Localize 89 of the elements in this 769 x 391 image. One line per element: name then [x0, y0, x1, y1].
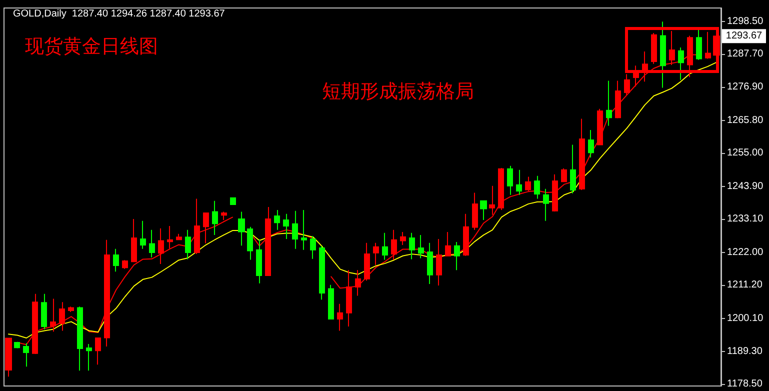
- candlestick: [14, 341, 20, 349]
- candlestick: [507, 165, 513, 196]
- candlestick: [194, 198, 200, 255]
- candlestick: [319, 245, 325, 300]
- candlestick: [454, 241, 460, 271]
- y-tick-label: 1276.90: [727, 81, 764, 92]
- candlestick: [86, 344, 92, 372]
- candlestick: [472, 192, 478, 230]
- candlestick: [678, 47, 684, 80]
- y-tick-label: 1222.00: [727, 247, 764, 258]
- candlestick: [95, 337, 101, 366]
- candlestick: [525, 176, 531, 192]
- candlestick: [230, 197, 236, 206]
- y-tick-label: 1233.10: [727, 214, 764, 225]
- candlestick: [651, 32, 657, 64]
- candlestick: [427, 242, 433, 284]
- candlestick: [391, 229, 397, 260]
- candlestick: [265, 206, 271, 276]
- candlestick: [660, 21, 666, 88]
- candlestick: [158, 228, 164, 265]
- y-tick-label: 1287.70: [727, 48, 764, 60]
- y-tick-label: 1189.30: [727, 346, 763, 357]
- candlestick: [498, 168, 504, 210]
- candlestick: [23, 342, 29, 368]
- y-tick-label: 1211.20: [727, 280, 763, 291]
- candlestick: [122, 260, 128, 270]
- candlestick: [221, 211, 227, 220]
- candlestick: [597, 108, 603, 146]
- annotation: 短期形成振荡格局: [322, 80, 474, 102]
- candlestick: [436, 238, 442, 286]
- candlestick: [418, 234, 424, 259]
- candlestick: [167, 225, 173, 249]
- candlestick: [113, 248, 119, 272]
- candlestick: [247, 226, 253, 260]
- candlestick: [382, 232, 388, 260]
- candlestick: [140, 220, 146, 250]
- candlestick: [373, 242, 379, 266]
- candlestick: [176, 233, 182, 240]
- y-tick-label: 1178.50: [727, 378, 763, 390]
- candlestick: [705, 31, 711, 60]
- candlestick: [59, 302, 65, 332]
- candlestick: [301, 209, 307, 250]
- y-tick-label: 1243.90: [727, 180, 764, 192]
- candlestick: [283, 213, 289, 240]
- candlestick: [696, 28, 702, 60]
- candlestick: [480, 200, 487, 220]
- candlestick: [606, 80, 612, 126]
- candlestick: [238, 211, 245, 246]
- candlestick: [41, 293, 47, 330]
- candlestick: [463, 213, 469, 256]
- candlestick: [400, 232, 406, 246]
- candlestick: [579, 118, 585, 191]
- candlestick: [346, 270, 352, 328]
- candlestick: [203, 212, 209, 244]
- candlestick: [5, 338, 12, 378]
- candlestick: [131, 218, 137, 262]
- text: 现货黄金日线图: [25, 36, 158, 58]
- chart-subtitle: GOLD,Daily 1287.40 1294.26 1287.40 1293.67: [13, 8, 226, 20]
- candlestick: [149, 229, 155, 258]
- candlestick: [624, 74, 630, 96]
- candlestick: [212, 200, 218, 236]
- y-tick-label: 1298.50: [727, 16, 764, 28]
- candlestick: [364, 242, 370, 282]
- candlestick: [50, 298, 56, 332]
- candlestick: [310, 235, 316, 260]
- candlestick: [355, 270, 361, 296]
- candlestick: [543, 188, 549, 222]
- y-tick-label: 1265.80: [727, 114, 764, 126]
- candlestick: [337, 303, 343, 332]
- candlestick: [445, 232, 451, 256]
- candlestick: [615, 80, 621, 119]
- candlestick: [552, 174, 558, 212]
- candlestick: [570, 144, 576, 194]
- candlestick: [516, 169, 522, 196]
- candlestick: [328, 284, 334, 320]
- y-tick-label: 1200.10: [727, 313, 764, 324]
- candlestick: [588, 129, 594, 158]
- candlestick: [489, 185, 495, 216]
- candlestick: [256, 238, 262, 284]
- candlestick: [77, 306, 83, 372]
- candlestick: [292, 210, 298, 250]
- candlestick: [185, 229, 191, 260]
- candlestick: [561, 168, 567, 182]
- y-tick-label: 1255.00: [727, 147, 764, 158]
- candlestick: [68, 306, 74, 313]
- candlestick: [274, 209, 280, 230]
- candlestick: [534, 175, 540, 200]
- candlestick: [409, 232, 415, 260]
- annotation: 1293.67: [726, 30, 763, 42]
